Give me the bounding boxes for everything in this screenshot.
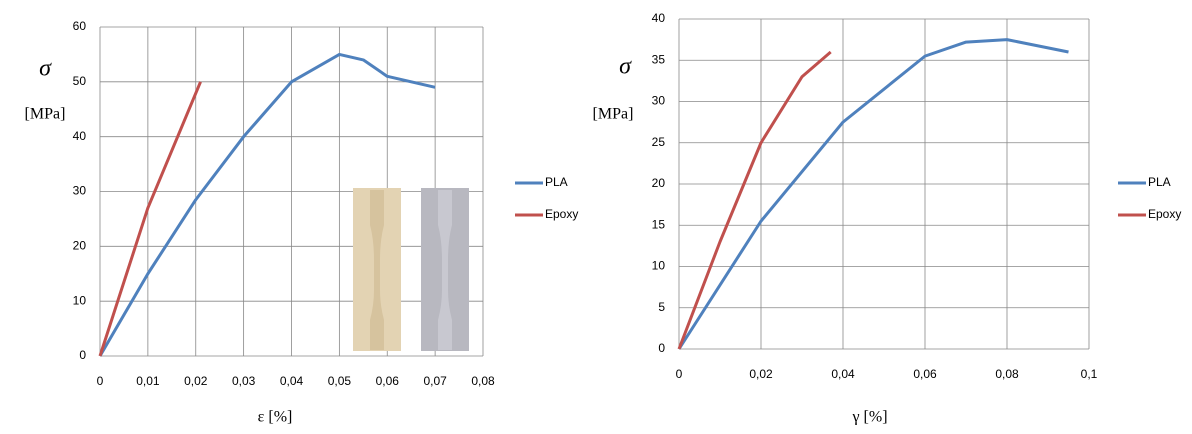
x-tick-label: 0,01 xyxy=(136,374,160,388)
y-tick-label: 30 xyxy=(73,184,87,198)
legend-label: PLA xyxy=(545,175,568,189)
y-tick-label: 15 xyxy=(652,217,666,231)
x-tick-label: 0,05 xyxy=(328,374,352,388)
y-tick-label: 50 xyxy=(73,74,87,88)
y-tick-label: 0 xyxy=(658,341,665,355)
x-tick-label: 0 xyxy=(676,367,683,381)
legend-label: Epoxy xyxy=(1148,207,1181,221)
y-tick-label: 20 xyxy=(652,176,666,190)
y-tick-label: 10 xyxy=(652,259,666,273)
x-tick-label: 0 xyxy=(97,374,104,388)
y-tick-label: 30 xyxy=(652,94,666,108)
y-tick-label: 35 xyxy=(652,52,666,66)
y-axis-unit: [MPa] xyxy=(25,106,66,123)
data-line xyxy=(98,52,436,357)
x-tick-label: 0,06 xyxy=(376,374,400,388)
x-axis-label: ε [%] xyxy=(258,409,293,426)
x-tick-label: 0,06 xyxy=(913,367,937,381)
legend-label: Epoxy xyxy=(545,207,578,221)
y-tick-label: 5 xyxy=(658,300,665,314)
y-tick-label: 25 xyxy=(652,135,666,149)
data-line xyxy=(98,81,202,357)
y-axis-symbol: σ xyxy=(39,56,52,82)
y-tick-label: 60 xyxy=(73,19,87,33)
y-axis-unit: [MPa] xyxy=(593,106,634,123)
legend-label: PLA xyxy=(1148,175,1171,189)
y-tick-label: 40 xyxy=(652,11,666,25)
y-tick-label: 20 xyxy=(73,239,87,253)
x-tick-label: 0,08 xyxy=(471,374,495,388)
x-tick-label: 0,04 xyxy=(280,374,304,388)
x-tick-label: 0,07 xyxy=(423,374,447,388)
y-tick-label: 0 xyxy=(79,348,86,362)
x-tick-label: 0,02 xyxy=(749,367,773,381)
x-axis-label: γ [%] xyxy=(851,409,887,426)
data-line xyxy=(677,38,1069,350)
y-tick-label: 10 xyxy=(73,293,87,307)
x-tick-label: 0,1 xyxy=(1081,367,1098,381)
specimen-photo xyxy=(353,188,469,351)
data-line xyxy=(677,50,832,350)
x-tick-label: 0,04 xyxy=(831,367,855,381)
y-axis-symbol: σ xyxy=(619,54,632,80)
x-tick-label: 0,03 xyxy=(232,374,256,388)
y-tick-label: 40 xyxy=(73,129,87,143)
x-tick-label: 0,02 xyxy=(184,374,208,388)
x-tick-label: 0,08 xyxy=(995,367,1019,381)
